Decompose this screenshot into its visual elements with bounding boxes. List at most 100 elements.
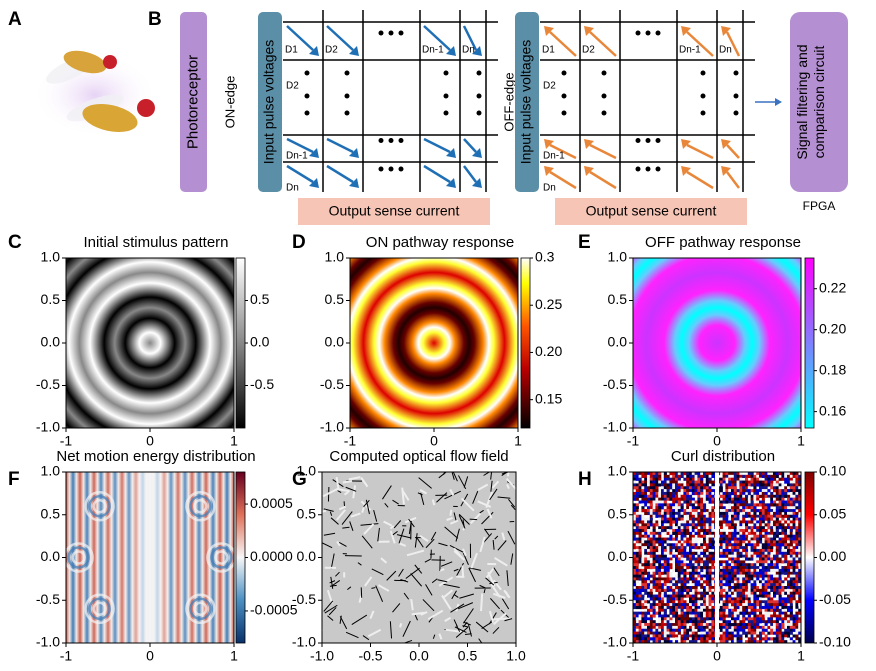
heatmap-cell	[756, 494, 760, 498]
heatmap-cell	[711, 483, 715, 487]
heatmap-cell	[764, 594, 768, 598]
heatmap-cell	[683, 617, 687, 621]
heatmap-cell	[795, 583, 799, 587]
heatmap-cell	[784, 526, 788, 530]
heatmap-cell	[722, 574, 726, 578]
heatmap-cell	[739, 548, 743, 553]
heatmap-cell	[697, 543, 701, 547]
heatmap-cell	[725, 625, 729, 630]
memristor-arrow	[589, 143, 617, 160]
heatmap-cell	[661, 514, 665, 518]
heatmap-cell	[680, 597, 684, 601]
heatmap-cell	[764, 574, 768, 578]
heatmap-cell	[677, 563, 681, 567]
heatmap-cell	[644, 563, 648, 567]
heatmap-cell	[635, 486, 639, 490]
column-label: D1	[542, 45, 555, 56]
heatmap-cell	[775, 534, 779, 538]
heatmap-cell	[641, 611, 645, 615]
heatmap-cell	[742, 503, 746, 507]
heatmap-cell	[652, 491, 656, 496]
flow-vector	[373, 509, 378, 522]
heatmap-cell	[666, 577, 670, 581]
heatmap-cell	[775, 483, 779, 487]
heatmap-cell	[775, 605, 779, 610]
heatmap-cell	[663, 563, 667, 567]
dot	[378, 138, 384, 143]
heatmap-cell	[672, 591, 676, 595]
heatmap-cell	[756, 543, 760, 547]
heatmap-cell	[677, 511, 681, 516]
heatmap-cell	[736, 614, 740, 618]
heatmap-cell	[658, 586, 662, 590]
heatmap-cell	[683, 563, 687, 567]
heatmap-cell	[663, 486, 667, 490]
heatmap-cell	[750, 489, 754, 493]
y-tick-label: -0.5	[292, 591, 316, 607]
flow-vector	[401, 487, 405, 505]
heatmap-cell	[795, 628, 799, 632]
heatmap-cell	[778, 548, 782, 553]
heatmap-cell	[747, 617, 751, 621]
heatmap-cell	[725, 588, 729, 592]
heatmap-cell	[761, 588, 765, 592]
heatmap-cell	[789, 529, 793, 533]
heatmap-cell	[663, 594, 667, 598]
heatmap-cell	[691, 617, 695, 621]
heatmap-cell	[798, 577, 801, 581]
heatmap-cell	[747, 568, 751, 573]
heatmap-cell	[759, 514, 763, 518]
heatmap-cell	[691, 543, 695, 547]
heatmap-cell	[747, 503, 751, 507]
heatmap-cell	[731, 491, 735, 496]
heatmap-cell	[781, 625, 785, 630]
flow-vector	[492, 626, 500, 634]
heatmap-cell	[722, 497, 726, 501]
heatmap-cell	[708, 472, 712, 476]
heatmap-cell	[658, 620, 662, 624]
heatmap-cell	[689, 566, 693, 570]
heatmap-cell	[677, 588, 681, 592]
heatmap-cell	[675, 526, 679, 530]
chart-title: ON pathway response	[366, 234, 514, 251]
heatmap-cell	[795, 586, 799, 590]
heatmap-cell	[739, 486, 743, 490]
heatmap-cell	[798, 568, 801, 573]
heatmap-cell	[703, 625, 707, 630]
colorbar-tick-label: 0.25	[535, 296, 562, 312]
heatmap-cell	[644, 620, 648, 624]
heatmap-cell	[775, 486, 779, 490]
heatmap-cell	[711, 486, 715, 490]
heatmap-cell	[725, 500, 729, 504]
y-tick-label: 0.5	[608, 291, 628, 307]
heatmap-cell	[753, 631, 757, 635]
heatmap-cell	[666, 540, 670, 544]
heatmap-cell	[728, 534, 732, 538]
heatmap-cell	[728, 583, 732, 587]
flow-vector	[507, 472, 510, 477]
heatmap-cell	[798, 640, 801, 643]
heatmap-cell	[683, 537, 687, 541]
flow-vector	[431, 499, 436, 506]
heatmap-cell	[767, 560, 771, 564]
heatmap-cell	[647, 497, 651, 501]
heatmap-cell	[733, 614, 737, 618]
heatmap-cell	[641, 486, 645, 490]
heatmap-cell	[666, 531, 670, 535]
heatmap-cell	[691, 640, 695, 643]
heatmap-cell	[770, 637, 774, 641]
heatmap-cell	[725, 517, 729, 521]
heatmap-cell	[728, 594, 732, 598]
flow-vector	[343, 491, 349, 496]
heatmap-cell	[795, 503, 799, 507]
heatmap-cell	[784, 568, 788, 573]
heatmap-cell	[719, 554, 723, 558]
heatmap-cell	[764, 483, 768, 487]
heatmap-cell	[641, 577, 645, 581]
heatmap-cell	[736, 472, 740, 476]
heatmap-cell	[708, 554, 712, 558]
x-tick-label: -1	[627, 648, 640, 664]
heatmap-cell	[658, 583, 662, 587]
heatmap-cell	[725, 540, 729, 544]
heatmap-cell	[638, 531, 642, 535]
